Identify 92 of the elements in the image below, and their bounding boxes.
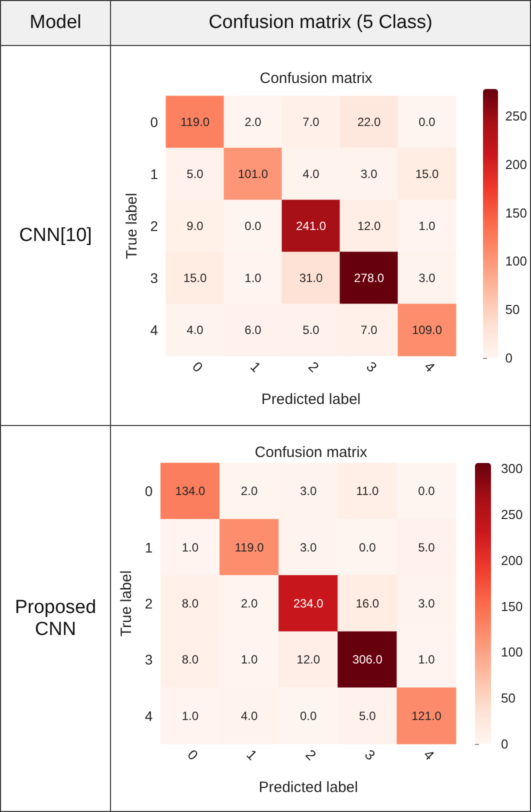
data-label: 5.0 [359,708,376,723]
data-label: 0.0 [418,115,436,129]
data-label: 3.0 [418,596,436,610]
data-label: 7.0 [360,323,378,337]
data-label: 2.0 [240,484,258,498]
x-tick-label: 2 [305,358,322,376]
data-label: 2.0 [240,596,258,610]
y-tick-label: 1 [150,166,158,182]
data-label: 306.0 [352,652,383,667]
data-label: 101.0 [238,167,268,181]
data-label: 31.0 [299,271,323,285]
data-label: 3.0 [300,540,318,554]
data-label: 278.0 [354,271,384,285]
data-label: 8.0 [182,596,199,610]
color-bar-label: 50 [501,690,516,706]
color-bar-label: 50 [505,302,520,318]
chart-title: Confusion matrix [254,444,368,461]
x-axis-title: Predicted label [261,391,361,408]
color-bar-label: 200 [505,156,528,172]
data-label: 234.0 [293,596,324,610]
x-tick-label: 1 [244,746,261,764]
x-axis-title: Predicted label [258,779,358,796]
color-bar-label: 150 [501,598,523,614]
data-label: 121.0 [411,708,442,723]
color-bar-label: 250 [501,506,523,522]
data-label: 12.0 [357,219,381,233]
x-tick-label: 3 [362,746,379,764]
y-axis-title: True label [118,570,135,637]
text: Confusion matrix (5 Class) [208,12,434,34]
data-label: 1.0 [240,652,258,667]
color-bar-label: 200 [501,552,523,568]
data-label: 4.0 [240,708,258,723]
x-tick-label: 0 [189,358,206,376]
data-label: 9.0 [186,219,204,233]
data-label: 1.0 [244,271,262,285]
data-label: 3.0 [360,167,378,181]
x-tick-label: 1 [247,358,264,376]
data-label: 1.0 [418,219,436,233]
data-label: 22.0 [357,115,381,129]
color-bar-label: 0 [501,736,508,752]
chart-title: Confusion matrix [260,70,373,87]
y-tick-label: 2 [144,596,153,612]
data-label: 2.0 [244,115,262,129]
data-label: 0.0 [244,219,262,233]
color-bar-label: 100 [505,254,528,269]
data-label: 0.0 [359,540,376,554]
data-label: 5.0 [302,323,320,337]
data-label: 0.0 [418,484,436,498]
data-label: 0.0 [300,708,318,723]
data-label: 15.0 [415,167,439,181]
data-label: 3.0 [300,484,318,498]
x-tick-label: 0 [184,746,202,764]
color-bar-label: 250 [505,108,528,124]
color-bar-label: 100 [501,644,523,660]
color-bar-label: 150 [505,205,528,220]
data-label: 4.0 [302,167,320,181]
data-label: 109.0 [412,323,442,337]
y-axis-title: True label [123,192,140,260]
y-tick-label: 4 [144,708,153,724]
color-bar-label: 300 [501,461,523,476]
data-label: 1.0 [182,540,199,554]
text: CNN[10] [18,224,93,246]
data-label: 1.0 [182,708,199,723]
data-label: 7.0 [302,115,320,129]
y-tick-label: 0 [144,483,153,500]
data-label: 119.0 [180,115,210,129]
y-tick-label: 3 [150,270,158,286]
data-label: 134.0 [175,484,206,498]
data-label: 12.0 [296,652,320,667]
x-tick-label: 2 [302,746,320,764]
x-tick-label: 4 [420,746,438,764]
data-label: 241.0 [296,219,326,233]
data-label: 15.0 [183,271,207,285]
data-label: 1.0 [418,652,436,667]
y-tick-label: 0 [150,114,158,130]
text: Proposed CNN [14,596,98,640]
data-label: 11.0 [356,484,379,498]
data-label: 5.0 [418,540,436,554]
x-tick-label: 3 [363,358,380,376]
y-tick-label: 2 [150,218,158,234]
data-label: 3.0 [418,271,436,285]
x-tick-label: 4 [421,358,438,376]
data-label: 16.0 [356,596,380,610]
y-tick-label: 3 [144,652,153,668]
text: Model [28,12,82,34]
y-tick-label: 4 [150,322,158,338]
y-tick-label: 1 [144,539,153,556]
data-label: 6.0 [244,323,262,337]
data-label: 5.0 [186,167,204,181]
data-label: 119.0 [234,540,264,554]
data-label: 4.0 [186,323,204,337]
data-label: 8.0 [182,652,199,667]
